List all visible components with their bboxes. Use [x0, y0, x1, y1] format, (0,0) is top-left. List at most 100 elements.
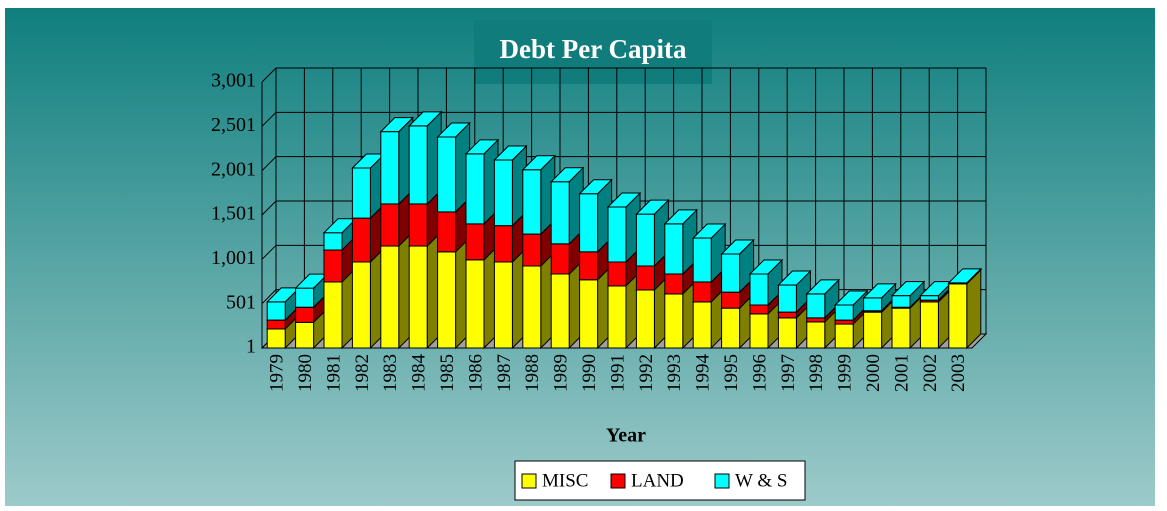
x-tick-label: 1982: [352, 354, 373, 392]
bar-segment: [890, 280, 926, 309]
bar-front: [834, 323, 854, 349]
bar-front: [465, 223, 485, 261]
bar-segment: [805, 278, 841, 320]
x-tick-label: 1983: [380, 354, 401, 392]
bar-front: [664, 293, 684, 349]
x-tick-label: 1989: [551, 354, 572, 392]
x-tick-label: 1997: [778, 354, 799, 392]
bar-front: [806, 317, 826, 323]
y-tick-label: 501: [226, 291, 256, 313]
bar-top: [748, 259, 784, 275]
bar-front: [437, 251, 457, 349]
bar-front: [323, 281, 343, 349]
bar-front: [579, 193, 599, 253]
chart-title: Debt Per Capita: [500, 34, 687, 64]
x-tick-label: 1992: [636, 354, 657, 392]
bar-front: [806, 293, 826, 319]
bar-front: [295, 321, 315, 349]
bar-top: [947, 268, 983, 284]
bar-top: [521, 155, 557, 171]
bar-front: [635, 265, 655, 291]
bar-front: [721, 291, 741, 309]
x-tick-label: 2003: [948, 354, 969, 392]
bar-segment: [549, 166, 585, 246]
bar-front: [777, 284, 797, 313]
bar-top: [606, 192, 642, 208]
bar-front: [863, 297, 883, 312]
x-tick-label: 1980: [295, 354, 316, 392]
bar-front: [380, 131, 400, 205]
x-tick-label: 1993: [664, 354, 685, 392]
bar-front: [692, 281, 712, 303]
x-tick-label: 1994: [693, 354, 714, 393]
bar-segment: [379, 116, 415, 206]
bar-front: [749, 304, 769, 315]
bar-front: [579, 279, 599, 349]
bar-front: [692, 301, 712, 349]
bar-top: [805, 279, 841, 295]
bar-front: [891, 295, 911, 308]
bar-segment: [436, 121, 471, 214]
bar-top: [777, 270, 812, 286]
bar-front: [437, 136, 457, 213]
y-tick-label: 3,001: [211, 70, 256, 92]
bar-front: [522, 233, 542, 267]
bar-front: [380, 245, 400, 349]
title-box: [474, 20, 712, 84]
bar-top: [464, 139, 500, 155]
bar-segment: [635, 198, 670, 268]
x-tick-label: 1991: [607, 354, 628, 392]
x-tick-label: 1984: [409, 354, 430, 393]
bar-top: [691, 223, 727, 239]
bar-front: [664, 273, 684, 295]
bar-segment: [351, 152, 386, 220]
x-tick-label: 1995: [721, 354, 742, 392]
bar-segment: [407, 110, 443, 206]
bar-front: [635, 213, 655, 267]
y-tick-label: 1,001: [211, 247, 256, 269]
y-tick-label: 2,001: [211, 158, 256, 180]
bar-front: [465, 259, 485, 349]
bar-front: [635, 289, 655, 349]
bar-segment: [322, 217, 358, 252]
bar-front: [664, 223, 684, 275]
bar-front: [692, 237, 712, 283]
bar-segment: [521, 154, 557, 236]
bar-top: [436, 122, 471, 138]
bar-top: [379, 117, 415, 133]
bar-segment: [493, 246, 528, 350]
legend-swatch: [521, 473, 537, 489]
x-axis-title: Year: [606, 425, 646, 447]
bar-segment: [777, 269, 812, 314]
bar-front: [295, 306, 315, 323]
bar-front: [777, 317, 797, 349]
bar-front: [749, 313, 769, 349]
y-tick-label: 1: [246, 336, 256, 358]
bar-front: [550, 243, 570, 275]
bar-front: [607, 285, 627, 349]
bar-front: [948, 283, 968, 349]
bar-front: [408, 245, 428, 349]
bar-front: [323, 249, 343, 283]
bar-front: [351, 217, 371, 263]
bar-front: [919, 301, 939, 349]
bar-front: [266, 328, 286, 349]
bar-front: [834, 319, 854, 325]
bar-front: [579, 251, 599, 281]
legend-label: W & S: [735, 470, 787, 491]
bar-top: [890, 281, 926, 297]
bar-front: [408, 125, 428, 205]
bar-front: [465, 153, 485, 225]
y-tick-label: 1,501: [211, 203, 256, 225]
bar-front: [749, 273, 769, 306]
x-tick-label: 1979: [267, 354, 288, 392]
x-tick-label: 2001: [891, 354, 912, 392]
bar-front: [380, 203, 400, 247]
bar-top: [663, 209, 699, 225]
x-tick-label: 1986: [465, 354, 486, 392]
bar-top: [549, 167, 585, 183]
x-tick-label: 1998: [806, 354, 827, 392]
bar-front: [550, 273, 570, 349]
bar-front: [919, 295, 939, 301]
